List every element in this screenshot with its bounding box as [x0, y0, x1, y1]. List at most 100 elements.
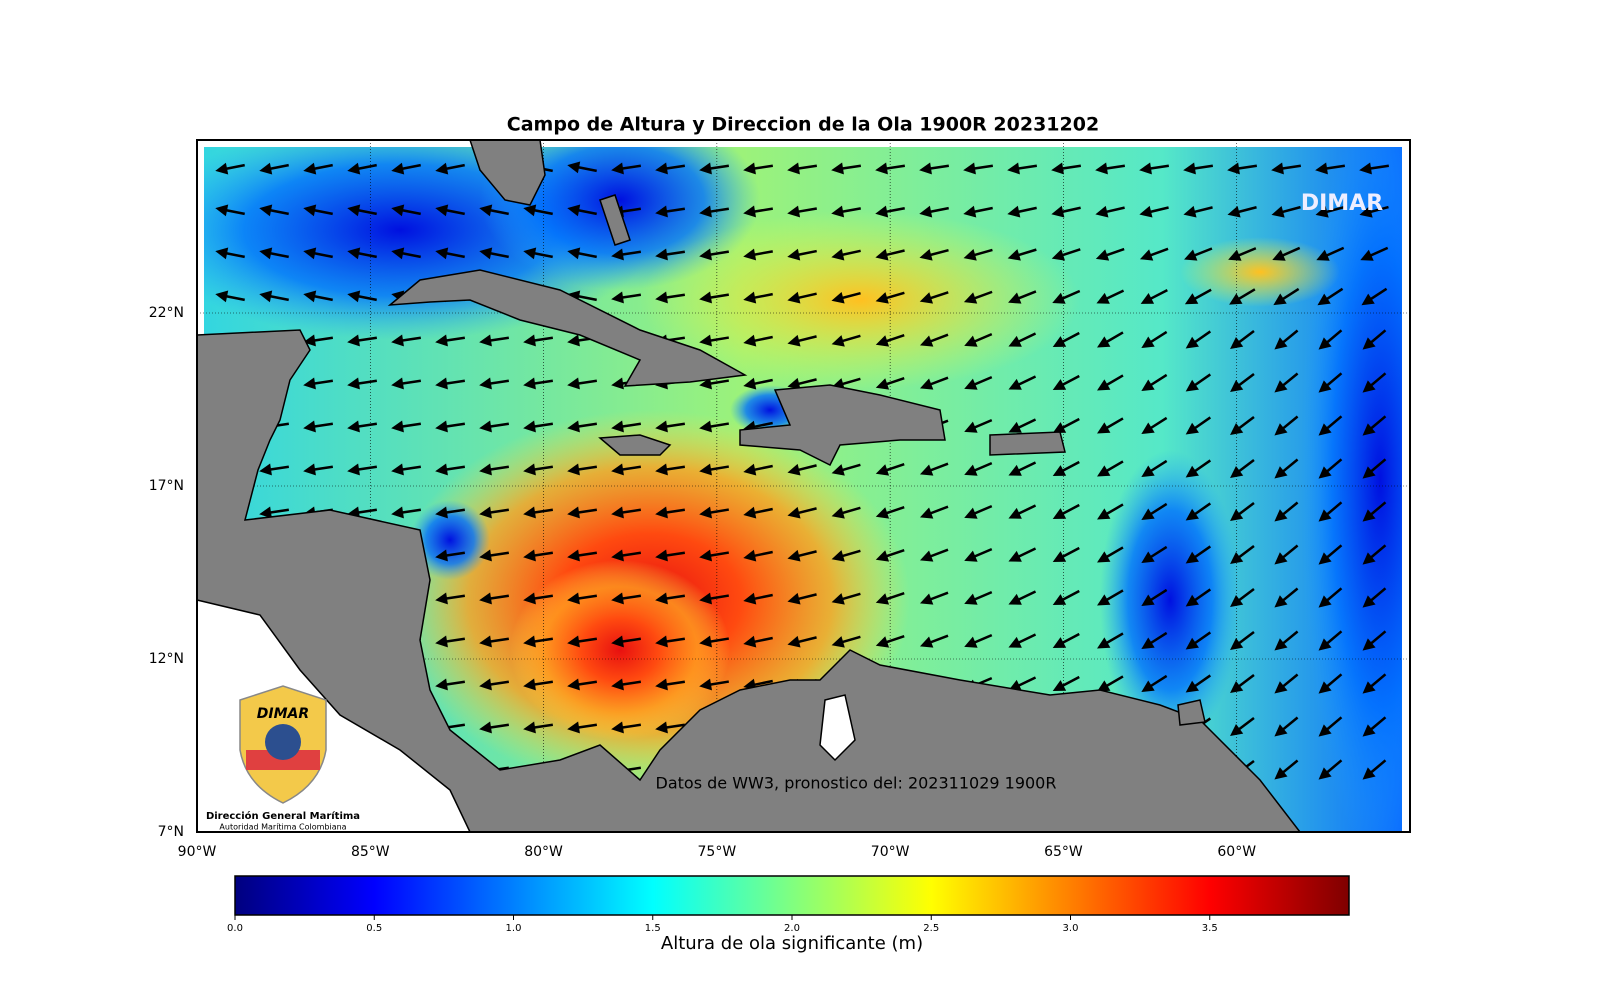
arrow — [787, 635, 817, 648]
arrow-head — [611, 162, 624, 175]
arrow-head — [699, 377, 713, 390]
arrow-head — [1097, 422, 1111, 434]
arrow — [1185, 631, 1212, 650]
arrow — [259, 247, 289, 260]
arrow — [611, 592, 642, 605]
arrow-head — [1230, 423, 1244, 436]
arrow-head — [699, 635, 713, 648]
arrow-head — [391, 247, 405, 260]
arrow-head — [1227, 205, 1241, 218]
arrow-head — [787, 592, 801, 605]
arrow-head — [1359, 162, 1372, 175]
arrow — [963, 205, 993, 218]
colorbar-tick-label: 0.0 — [227, 923, 243, 934]
arrow — [875, 463, 905, 476]
arrow — [1318, 501, 1343, 522]
arrow — [435, 334, 466, 347]
arrow — [435, 549, 466, 562]
arrow-head — [523, 420, 536, 433]
arrow — [699, 420, 730, 433]
arrow — [523, 635, 554, 648]
arrow — [347, 162, 377, 175]
arrow-head — [523, 247, 537, 260]
arrow-head — [655, 506, 668, 519]
arrow — [875, 205, 905, 218]
arrow — [875, 334, 905, 347]
arrow — [1141, 674, 1168, 693]
arrow — [1008, 461, 1037, 476]
wave-direction-arrows — [215, 161, 1390, 780]
arrow-head — [303, 334, 316, 347]
arrow — [1052, 289, 1081, 304]
arrow-head — [787, 549, 801, 562]
arrow-head — [1007, 162, 1020, 175]
arrow — [1097, 675, 1124, 692]
arrow — [1141, 502, 1168, 521]
arrow-head — [699, 592, 713, 605]
arrow-head — [479, 678, 492, 691]
arrow-head — [655, 592, 668, 605]
arrow-head — [1230, 681, 1244, 694]
arrow — [435, 247, 465, 260]
arrow-head — [1229, 293, 1243, 305]
arrow-head — [743, 549, 757, 562]
arrow — [1362, 372, 1387, 393]
arrow-head — [831, 507, 845, 519]
arrow-head — [1185, 336, 1199, 349]
arrow — [1318, 587, 1343, 608]
arrow-head — [699, 291, 712, 304]
arrow-head — [875, 162, 888, 175]
x-tick-label: 90°W — [178, 844, 217, 860]
arrow — [1139, 162, 1170, 175]
arrow — [1274, 630, 1299, 651]
arrow — [1274, 458, 1299, 479]
arrow-head — [1318, 724, 1332, 737]
arrow — [611, 291, 642, 304]
arrow — [1097, 417, 1124, 434]
arrow-head — [611, 678, 624, 691]
arrow-head — [1095, 249, 1110, 261]
arrow-head — [435, 592, 448, 605]
arrow — [1097, 546, 1124, 563]
arrow-head — [1271, 162, 1284, 175]
arrow-head — [1008, 421, 1022, 433]
arrow-head — [611, 506, 624, 519]
arrow-head — [1318, 595, 1332, 608]
arrow-head — [1051, 249, 1066, 261]
arrow — [963, 290, 993, 304]
arrow-head — [1008, 292, 1022, 304]
arrow — [523, 247, 553, 260]
arrow — [1229, 288, 1256, 305]
arrow-head — [1316, 249, 1330, 261]
arrow — [919, 205, 949, 218]
arrow-head — [831, 636, 845, 648]
arrow-head — [964, 378, 978, 390]
arrow-head — [1230, 380, 1244, 393]
arrow — [875, 506, 905, 519]
arrow-head — [303, 162, 317, 175]
colorbar-tick-label: 1.0 — [506, 923, 522, 934]
arrow-head — [303, 420, 316, 433]
arrow — [479, 377, 510, 390]
arrow — [611, 506, 642, 519]
arrow-head — [1274, 767, 1288, 780]
arrow-head — [831, 593, 845, 605]
arrow-head — [831, 205, 845, 218]
arrow-head — [1317, 293, 1331, 306]
arrow-head — [479, 247, 493, 260]
arrow — [215, 290, 245, 303]
arrow — [699, 506, 730, 519]
arrow — [435, 204, 465, 217]
arrow-head — [347, 290, 361, 303]
arrow-head — [1184, 293, 1199, 305]
arrow-head — [435, 162, 449, 175]
colorbar-ticks: 0.0 0.5 1.0 1.5 2.0 2.5 3.0 3.5 — [227, 915, 1218, 934]
arrow — [787, 248, 817, 261]
arrow — [303, 247, 333, 260]
arrow — [787, 506, 817, 519]
arrow-head — [259, 506, 272, 519]
arrow — [479, 204, 509, 217]
colorbar-tick-label: 2.0 — [784, 923, 800, 934]
arrow-head — [1139, 249, 1154, 261]
